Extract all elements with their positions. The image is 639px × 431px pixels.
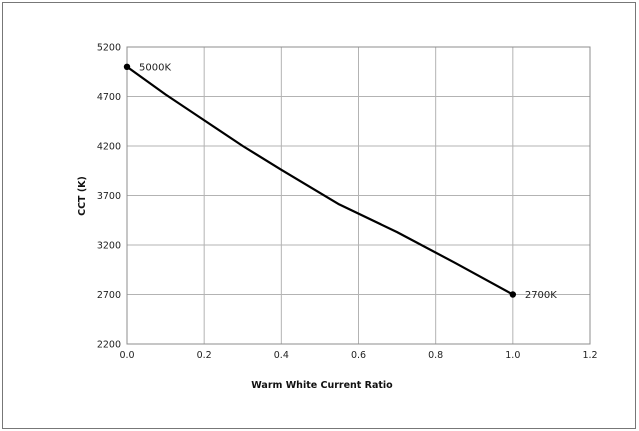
x-tick-label: 0.0: [119, 350, 134, 361]
x-tick-label: 0.2: [197, 350, 212, 361]
y-axis-title: CCT (K): [77, 176, 88, 216]
x-tick-label: 0.4: [274, 350, 289, 361]
y-tick-label: 3700: [97, 191, 121, 202]
endpoint-label: 2700K: [525, 290, 557, 301]
x-tick-label: 0.6: [351, 350, 366, 361]
plot-area: [126, 46, 591, 345]
y-tick-label: 5200: [97, 43, 121, 54]
grid-lines: [126, 46, 591, 345]
x-tick-label: 0.8: [428, 350, 443, 361]
x-tick-labels: 0.0 0.2 0.4 0.6 0.8 1.0 1.2: [119, 350, 597, 361]
y-tick-labels: 2200 2700 3200 3700 4200 4700 5200: [97, 43, 121, 351]
y-tick-label: 4700: [97, 92, 121, 103]
x-tick-label: 1.2: [582, 350, 597, 361]
endpoint-marker: [509, 291, 517, 298]
y-tick-label: 2200: [97, 340, 121, 351]
y-tick-label: 4200: [97, 142, 121, 153]
endpoint-label: 5000K: [139, 62, 171, 73]
endpoint-marker: [123, 63, 131, 70]
x-axis-title: Warm White Current Ratio: [251, 380, 393, 391]
series-line: [126, 65, 514, 296]
annotations: 5000K 2700K: [123, 62, 557, 301]
y-tick-label: 2700: [97, 290, 121, 301]
y-tick-label: 3200: [97, 241, 121, 252]
series-layer: [126, 65, 514, 296]
x-tick-label: 1.0: [505, 350, 520, 361]
